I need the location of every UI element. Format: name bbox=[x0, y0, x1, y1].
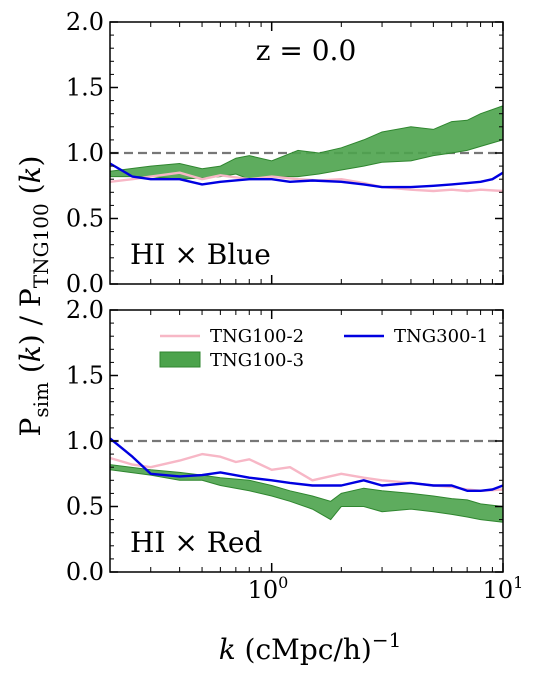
plot-area-hi-red bbox=[110, 437, 503, 523]
y-tick-label: 1.5 bbox=[66, 74, 104, 102]
y-tick-label: 0.5 bbox=[66, 205, 104, 233]
panel-label-hi-red: HI × Red bbox=[130, 526, 262, 559]
axis-ticks: 0.0 0.5 1.0 1.5 2.0 bbox=[66, 296, 504, 586]
y-tick-label: 2.0 bbox=[66, 296, 104, 324]
y-tick-label: 0.0 bbox=[66, 270, 104, 298]
y-tick-label: 1.0 bbox=[66, 427, 104, 455]
series-band-tng100-3 bbox=[110, 464, 503, 523]
series-line-tng300-1 bbox=[110, 162, 503, 189]
x-axis-label: k (cMpc/h)−1 bbox=[219, 628, 402, 666]
legend-swatch-tng100-3 bbox=[159, 351, 201, 368]
y-axis-label: Psim (k) / PTNG100 (k) bbox=[14, 155, 53, 436]
y-tick-label: 0.0 bbox=[66, 558, 104, 586]
y-tick-label: 0.5 bbox=[66, 493, 104, 521]
axis-ticks: 0.0 0.5 1.0 1.5 2.0 bbox=[66, 8, 504, 298]
x-tick-label-10-1: 101 bbox=[483, 573, 524, 604]
plot-area-hi-blue bbox=[110, 105, 503, 193]
legend-label-tng100-3: TNG100-3 bbox=[210, 350, 304, 371]
x-tick-label-10-0: 100 bbox=[248, 573, 289, 604]
redshift-annotation: z = 0.0 bbox=[256, 34, 357, 67]
legend-label-tng300-1: TNG300-1 bbox=[394, 326, 488, 347]
y-tick-label: 1.5 bbox=[66, 362, 104, 390]
series-line-tng300-1 bbox=[110, 437, 503, 492]
panel-hi-red: 0.0 0.5 1.0 1.5 2.0 HI × Red TNG100-2 TNG300… bbox=[66, 296, 504, 586]
y-tick-label: 1.0 bbox=[66, 139, 104, 167]
legend-label-tng100-2: TNG100-2 bbox=[210, 326, 304, 347]
panel-label-hi-blue: HI × Blue bbox=[130, 238, 271, 271]
series-band-tng100-3 bbox=[110, 105, 503, 180]
legend: TNG100-2 TNG300-1 TNG100-3 bbox=[159, 326, 488, 371]
y-tick-label: 2.0 bbox=[66, 8, 104, 36]
panel-hi-blue: 0.0 0.5 1.0 1.5 2.0 z = 0.0 HI × Blue bbox=[66, 8, 504, 298]
